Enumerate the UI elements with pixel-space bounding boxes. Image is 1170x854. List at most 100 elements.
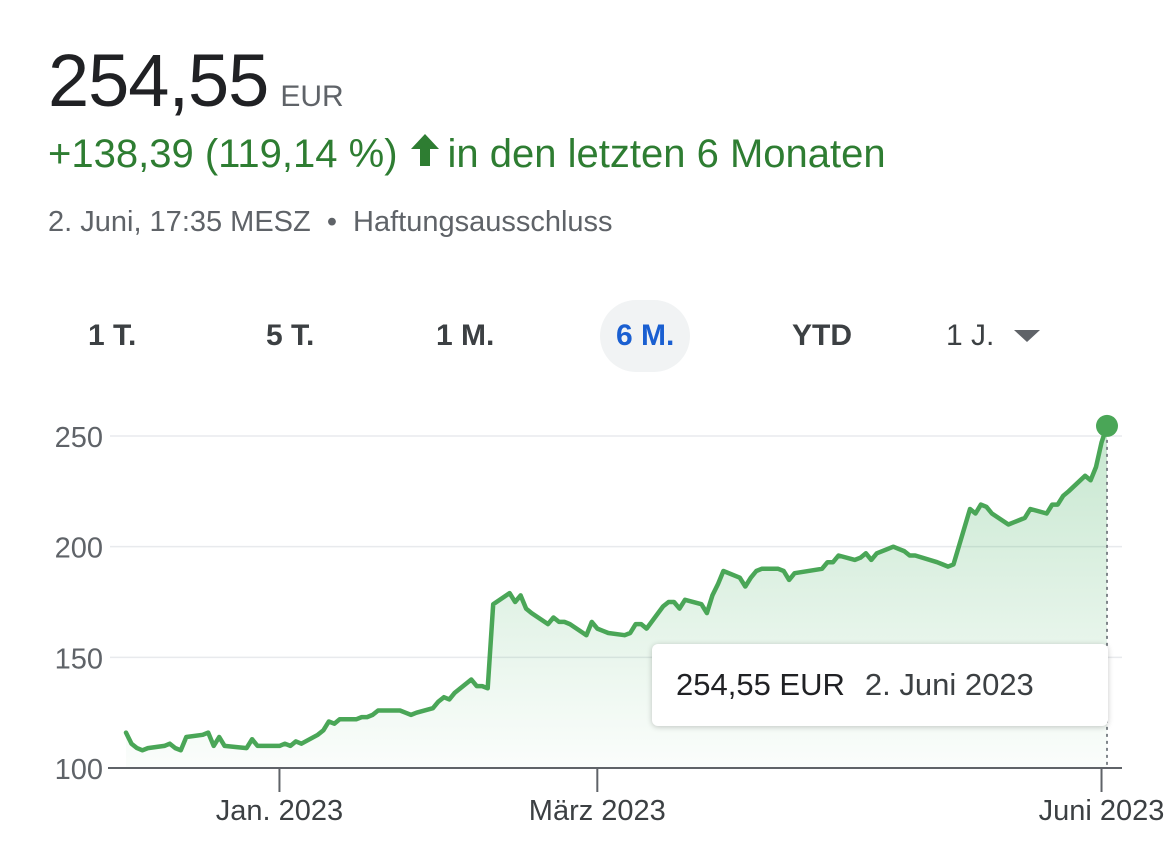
data-point xyxy=(359,714,365,720)
data-point xyxy=(967,506,973,512)
data-point xyxy=(704,610,710,616)
data-point xyxy=(298,741,304,747)
data-point xyxy=(315,732,321,738)
disclaimer-link[interactable]: Haftungsausschluss xyxy=(353,206,613,238)
data-point xyxy=(720,568,726,574)
data-point xyxy=(1049,502,1055,508)
data-point xyxy=(260,743,266,749)
data-point xyxy=(830,559,836,565)
data-point xyxy=(364,714,370,720)
data-point xyxy=(709,592,715,598)
data-point xyxy=(222,743,228,749)
x-tick-label: März 2023 xyxy=(529,795,666,827)
data-point xyxy=(167,741,173,747)
change-row: +138,39 (119,14 %) in den letzten 6 Mona… xyxy=(48,132,886,177)
data-point xyxy=(430,705,436,711)
data-point xyxy=(134,745,140,751)
data-point xyxy=(1011,519,1017,525)
data-point xyxy=(589,619,595,625)
data-point xyxy=(633,621,639,627)
x-tick-label: Jan. 2023 xyxy=(216,795,343,827)
data-point xyxy=(863,550,869,556)
price-change: +138,39 (119,14 %) xyxy=(48,132,398,176)
tab-label: 1 T. xyxy=(88,319,137,352)
y-tick-label: 100 xyxy=(55,754,103,786)
data-point xyxy=(249,736,255,742)
data-point xyxy=(392,708,398,714)
data-point xyxy=(441,694,447,700)
data-point xyxy=(682,597,688,603)
data-point xyxy=(446,696,452,702)
data-point xyxy=(1088,477,1094,483)
tab-label: 1 J. xyxy=(946,319,995,352)
data-point xyxy=(874,550,880,556)
current-value-marker[interactable] xyxy=(1096,414,1118,437)
tab-label: YTD xyxy=(792,319,852,352)
data-point xyxy=(551,615,557,621)
data-point xyxy=(951,561,957,567)
x-tick-label: Juni 2023 xyxy=(1039,795,1165,827)
data-point xyxy=(200,732,206,738)
data-point xyxy=(857,555,863,561)
data-point xyxy=(819,566,825,572)
data-point xyxy=(742,584,748,590)
chart-tooltip: 254,55 EUR 2. Juni 2023 xyxy=(652,644,1108,726)
tab-5-days[interactable]: 5 T. xyxy=(266,300,314,372)
data-point xyxy=(737,575,743,581)
chevron-down-icon xyxy=(1014,330,1041,342)
data-point xyxy=(397,708,403,714)
data-point xyxy=(868,557,874,563)
timestamp: 2. Juni, 17:35 MESZ xyxy=(48,206,311,238)
data-point xyxy=(567,621,573,627)
data-point xyxy=(825,559,831,565)
data-point xyxy=(605,630,611,636)
tab-1-year-dropdown[interactable]: 1 J. xyxy=(946,300,1041,372)
data-point xyxy=(403,710,409,716)
data-point xyxy=(468,677,474,683)
data-point xyxy=(282,741,288,747)
data-point xyxy=(337,716,343,722)
data-point xyxy=(638,621,644,627)
data-point xyxy=(594,626,600,632)
data-point xyxy=(370,712,376,718)
data-point xyxy=(671,599,677,605)
data-point xyxy=(1066,488,1072,494)
data-point xyxy=(545,621,551,627)
data-point xyxy=(912,553,918,559)
data-point xyxy=(945,564,951,570)
data-point xyxy=(205,730,211,736)
current-price: 254,55 xyxy=(48,39,269,122)
data-point xyxy=(698,601,704,607)
data-point xyxy=(896,546,902,552)
data-point xyxy=(1027,506,1033,512)
data-point xyxy=(644,626,650,632)
data-point xyxy=(183,734,189,740)
arrow-up-icon xyxy=(410,132,440,177)
data-point xyxy=(775,566,781,572)
data-point xyxy=(660,603,666,609)
data-point xyxy=(1005,522,1011,528)
data-point xyxy=(172,745,178,751)
data-point xyxy=(983,504,989,510)
data-point xyxy=(211,743,217,749)
data-point xyxy=(836,553,842,559)
tab-1-month[interactable]: 1 M. xyxy=(436,300,494,372)
data-point xyxy=(326,719,332,725)
separator-dot: • xyxy=(326,206,337,238)
tab-6-months[interactable]: 6 M. xyxy=(600,300,691,372)
data-point xyxy=(978,502,984,508)
data-point xyxy=(781,568,787,574)
data-point xyxy=(414,710,420,716)
data-point xyxy=(748,575,754,581)
data-point xyxy=(583,632,589,638)
data-point xyxy=(293,738,299,744)
tab-1-day[interactable]: 1 T. xyxy=(88,300,136,372)
data-point xyxy=(320,727,326,733)
tab-label: 1 M. xyxy=(436,319,495,352)
data-point xyxy=(490,601,496,607)
tab-ytd[interactable]: YTD xyxy=(792,300,852,372)
data-point xyxy=(989,511,995,517)
data-point xyxy=(1016,517,1022,523)
change-period: in den letzten 6 Monaten xyxy=(447,132,886,176)
data-point xyxy=(627,630,633,636)
